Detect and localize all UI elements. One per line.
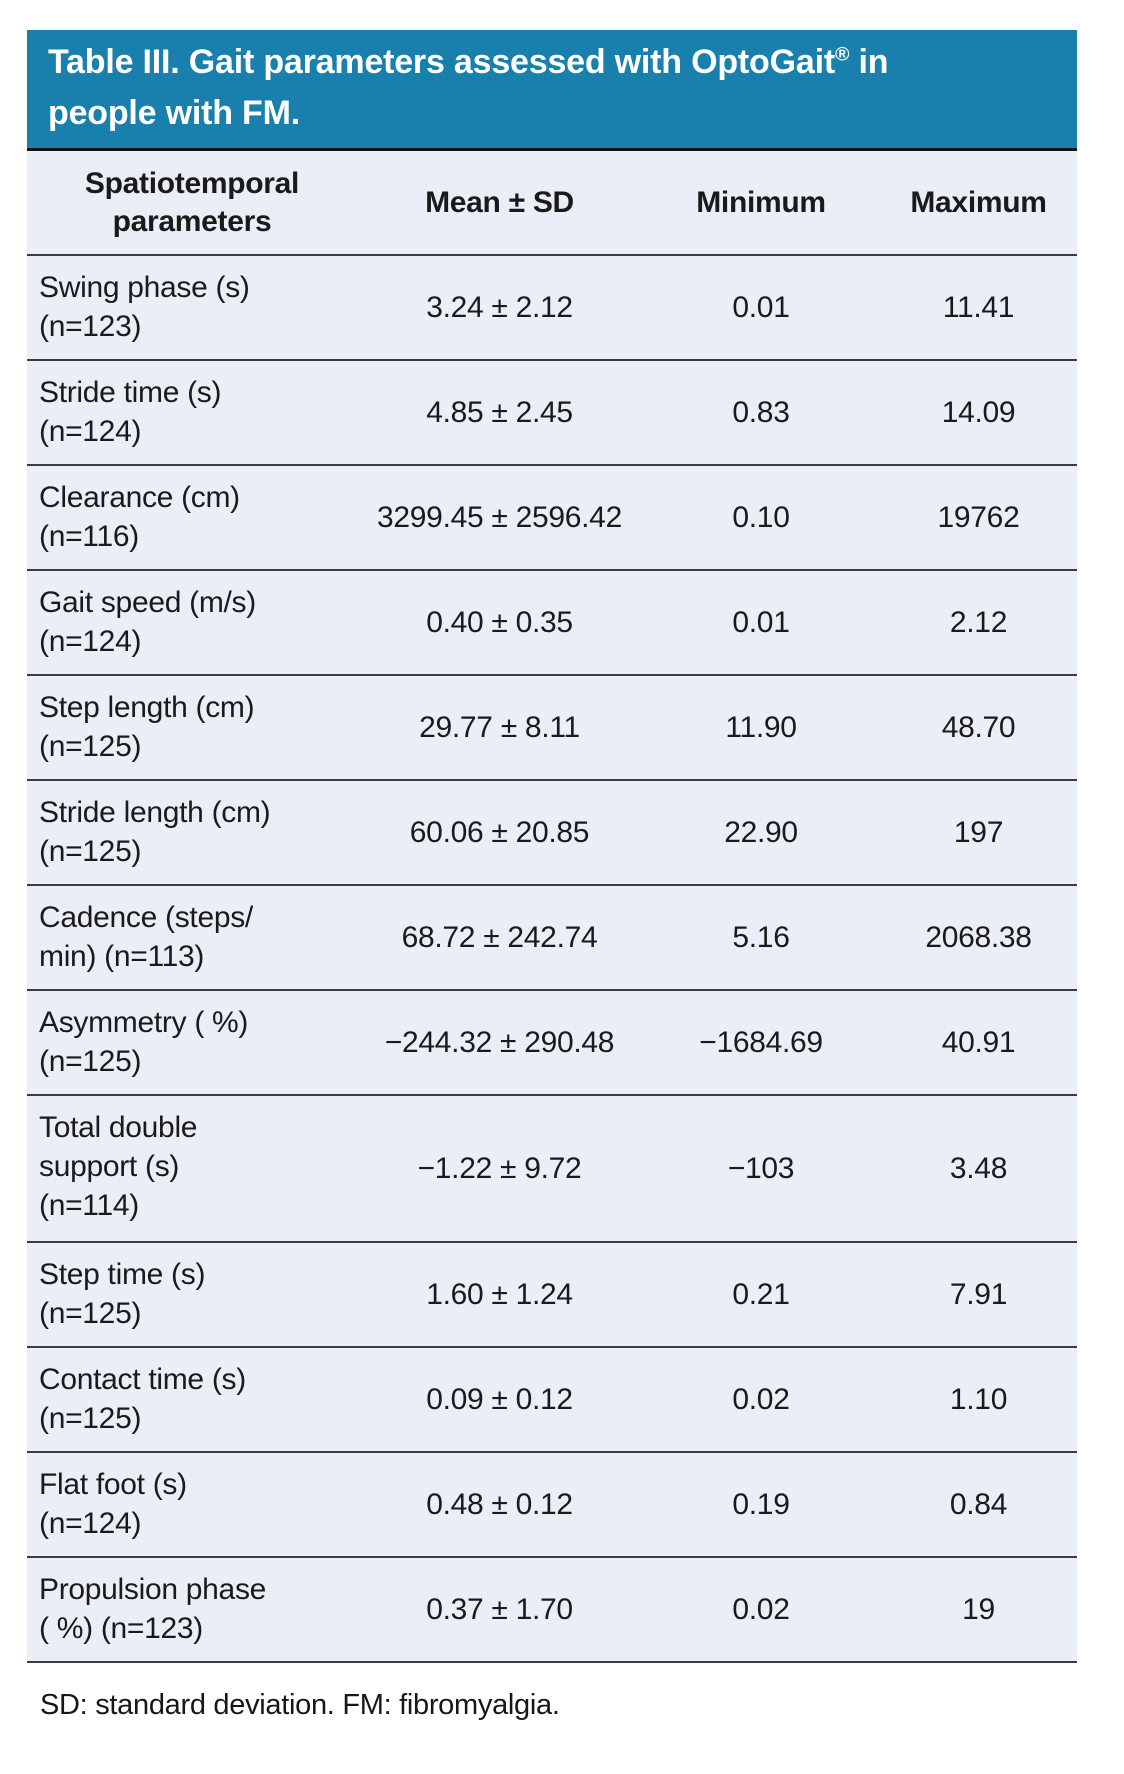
table-footnote: SD: standard deviation. FM: fibromyalgia… xyxy=(40,1689,560,1721)
minimum-value: −103 xyxy=(727,1151,795,1185)
row-label: Stride time (s) (n=124) xyxy=(39,376,222,448)
maximum-value: 197 xyxy=(953,815,1004,849)
maximum-value: 1.10 xyxy=(949,1382,1008,1416)
minimum-value: 0.01 xyxy=(732,290,790,324)
mean-sd-value: 68.72 ± 242.74 xyxy=(401,920,598,954)
table-row-stride-length: Stride length (cm) (n=125) 60.06 ± 20.85… xyxy=(27,781,1077,886)
maximum-value: 7.91 xyxy=(949,1277,1008,1311)
table-title-text-rest: in people with FM. xyxy=(48,43,889,132)
mean-sd-value: 3299.45 ± 2596.42 xyxy=(377,500,622,534)
row-label: Stride length (cm) (n=125) xyxy=(39,796,271,868)
table-row-contact-time: Contact time (s) (n=125) 0.09 ± 0.12 0.0… xyxy=(27,1348,1077,1453)
column-header-mean-sd: Mean ± SD xyxy=(425,185,574,219)
row-label: Gait speed (m/s) (n=124) xyxy=(39,586,256,658)
row-label: Propulsion phase ( %) (n=123) xyxy=(39,1573,267,1645)
minimum-value: 5.16 xyxy=(732,920,790,954)
table-row-step-length: Step length (cm) (n=125) 29.77 ± 8.11 11… xyxy=(27,676,1077,781)
minimum-value: 22.90 xyxy=(724,815,798,849)
table-row-asymmetry: Asymmetry ( %) (n=125) −244.32 ± 290.48 … xyxy=(27,991,1077,1096)
mean-sd-value: 3.24 ± 2.12 xyxy=(426,290,573,324)
table-header-row: Spatiotemporal parameters Mean ± SD Mini… xyxy=(27,151,1077,256)
column-header-minimum: Minimum xyxy=(696,185,826,219)
table-title-text: Table III. Gait parameters assessed with… xyxy=(48,43,835,81)
maximum-value: 19762 xyxy=(937,500,1020,534)
row-label: Step time (s) (n=125) xyxy=(39,1258,206,1330)
maximum-value: 3.48 xyxy=(949,1151,1008,1185)
table-row-clearance: Clearance (cm) (n=116) 3299.45 ± 2596.42… xyxy=(27,466,1077,571)
mean-sd-value: 4.85 ± 2.45 xyxy=(426,395,573,429)
column-header-parameters: Spatiotemporal parameters xyxy=(84,166,300,238)
mean-sd-value: 0.37 ± 1.70 xyxy=(426,1592,573,1626)
maximum-value: 0.84 xyxy=(949,1487,1008,1521)
maximum-value: 2068.38 xyxy=(925,920,1032,954)
row-label: Asymmetry ( %) (n=125) xyxy=(39,1006,249,1078)
table-row-cadence: Cadence (steps/ min) (n=113) 68.72 ± 242… xyxy=(27,886,1077,991)
mean-sd-value: −244.32 ± 290.48 xyxy=(384,1025,615,1059)
maximum-value: 11.41 xyxy=(942,290,1015,324)
minimum-value: 0.19 xyxy=(732,1487,790,1521)
row-label: Clearance (cm) (n=116) xyxy=(39,481,240,553)
minimum-value: 11.90 xyxy=(725,710,797,744)
row-label: Cadence (steps/ min) (n=113) xyxy=(39,901,253,973)
column-header-maximum: Maximum xyxy=(910,185,1047,219)
table-row-propulsion-phase: Propulsion phase ( %) (n=123) 0.37 ± 1.7… xyxy=(27,1558,1077,1663)
table-row-stride-time: Stride time (s) (n=124) 4.85 ± 2.45 0.83… xyxy=(27,361,1077,466)
mean-sd-value: −1.22 ± 9.72 xyxy=(417,1151,582,1185)
row-label: Contact time (s) (n=125) xyxy=(39,1363,246,1435)
table-row-step-time: Step time (s) (n=125) 1.60 ± 1.24 0.21 7… xyxy=(27,1243,1077,1348)
maximum-value: 48.70 xyxy=(941,710,1016,744)
row-label: Swing phase (s) (n=123) xyxy=(39,271,250,343)
table-row-gait-speed: Gait speed (m/s) (n=124) 0.40 ± 0.35 0.0… xyxy=(27,571,1077,676)
minimum-value: −1684.69 xyxy=(699,1025,823,1059)
maximum-value: 14.09 xyxy=(941,395,1016,429)
minimum-value: 0.83 xyxy=(732,395,790,429)
mean-sd-value: 0.09 ± 0.12 xyxy=(426,1382,573,1416)
mean-sd-value: 0.40 ± 0.35 xyxy=(426,605,573,639)
registered-trademark-symbol: ® xyxy=(834,43,850,66)
gait-parameters-table: Table III. Gait parameters assessed with… xyxy=(27,30,1077,1722)
table-row-flat-foot: Flat foot (s) (n=124) 0.48 ± 0.12 0.19 0… xyxy=(27,1453,1077,1558)
row-label: Step length (cm) (n=125) xyxy=(39,691,255,763)
maximum-value: 40.91 xyxy=(941,1025,1016,1059)
mean-sd-value: 60.06 ± 20.85 xyxy=(409,815,590,849)
table-row-swing-phase: Swing phase (s) (n=123) 3.24 ± 2.12 0.01… xyxy=(27,256,1077,361)
row-label: Total double support (s) (n=114) xyxy=(39,1111,198,1222)
table-row-total-double-support: Total double support (s) (n=114) −1.22 ±… xyxy=(27,1096,1077,1243)
minimum-value: 0.21 xyxy=(732,1277,790,1311)
table-title: Table III. Gait parameters assessed with… xyxy=(27,30,1077,151)
maximum-value: 19 xyxy=(962,1592,995,1626)
mean-sd-value: 29.77 ± 8.11 xyxy=(419,710,580,744)
minimum-value: 0.02 xyxy=(732,1382,790,1416)
maximum-value: 2.12 xyxy=(949,605,1008,639)
row-label: Flat foot (s) (n=124) xyxy=(39,1468,187,1540)
mean-sd-value: 1.60 ± 1.24 xyxy=(426,1277,573,1311)
minimum-value: 0.02 xyxy=(732,1592,790,1626)
minimum-value: 0.10 xyxy=(732,500,790,534)
minimum-value: 0.01 xyxy=(732,605,790,639)
mean-sd-value: 0.48 ± 0.12 xyxy=(426,1487,573,1521)
